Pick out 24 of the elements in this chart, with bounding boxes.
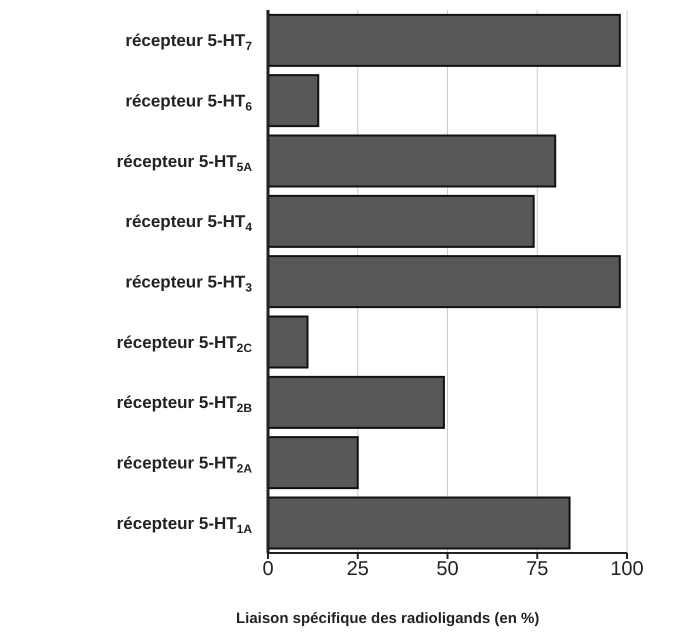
bar bbox=[268, 315, 308, 368]
y-tick-label: récepteur 5-HT$_{3}$ bbox=[125, 272, 252, 294]
bar bbox=[268, 194, 535, 248]
y-tick-label: récepteur 5-HT$_{2B}$ bbox=[116, 393, 252, 415]
y-tick-label: récepteur 5-HT$_{6}$ bbox=[125, 91, 252, 114]
bar bbox=[268, 376, 445, 429]
y-tick-label: récepteur 5-HT$_{2C}$ bbox=[116, 332, 252, 354]
x-axis-title: Liaison spécifique des radioligands (en %) bbox=[236, 610, 540, 627]
y-tick-label: récepteur 5-HT$_{7}$ bbox=[125, 31, 252, 53]
x-tick-label: 0 bbox=[262, 558, 274, 580]
bar bbox=[268, 255, 621, 308]
x-tick-label: 75 bbox=[526, 558, 548, 580]
bar bbox=[268, 74, 320, 128]
bar bbox=[268, 14, 621, 67]
y-tick-label: récepteur 5-HT$_{1A}$ bbox=[116, 514, 252, 536]
x-tick-label: 100 bbox=[610, 558, 644, 580]
bar bbox=[268, 134, 556, 188]
x-tick-label: 25 bbox=[346, 558, 369, 580]
x-tick-label: 50 bbox=[436, 558, 459, 580]
y-tick-label: récepteur 5-HT$_{4}$ bbox=[125, 212, 252, 234]
bar bbox=[268, 496, 571, 550]
bar bbox=[268, 436, 359, 490]
y-tick-label: récepteur 5-HT$_{2A}$ bbox=[116, 453, 252, 476]
y-tick-label: récepteur 5-HT$_{5A}$ bbox=[116, 152, 252, 174]
